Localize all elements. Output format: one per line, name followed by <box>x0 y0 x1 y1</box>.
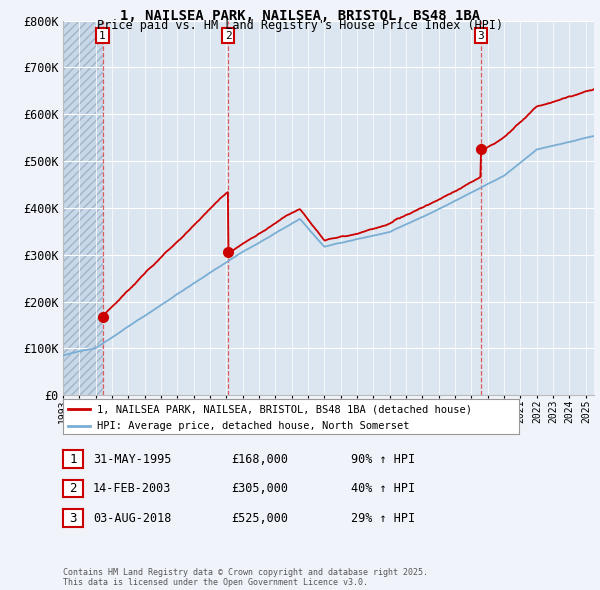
Text: 14-FEB-2003: 14-FEB-2003 <box>93 482 172 495</box>
Text: HPI: Average price, detached house, North Somerset: HPI: Average price, detached house, Nort… <box>97 421 410 431</box>
Text: 90% ↑ HPI: 90% ↑ HPI <box>351 453 415 466</box>
Text: 1: 1 <box>69 453 77 466</box>
Text: 31-MAY-1995: 31-MAY-1995 <box>93 453 172 466</box>
Text: 2: 2 <box>69 482 77 495</box>
Text: 40% ↑ HPI: 40% ↑ HPI <box>351 482 415 495</box>
Text: 03-AUG-2018: 03-AUG-2018 <box>93 512 172 525</box>
Text: 1, NAILSEA PARK, NAILSEA, BRISTOL, BS48 1BA (detached house): 1, NAILSEA PARK, NAILSEA, BRISTOL, BS48 … <box>97 404 472 414</box>
Text: 3: 3 <box>69 512 77 525</box>
Text: 3: 3 <box>478 31 484 41</box>
Text: 1, NAILSEA PARK, NAILSEA, BRISTOL, BS48 1BA: 1, NAILSEA PARK, NAILSEA, BRISTOL, BS48 … <box>120 9 480 23</box>
Text: 2: 2 <box>225 31 232 41</box>
Text: Contains HM Land Registry data © Crown copyright and database right 2025.
This d: Contains HM Land Registry data © Crown c… <box>63 568 428 587</box>
Text: 1: 1 <box>99 31 106 41</box>
Text: £525,000: £525,000 <box>231 512 288 525</box>
Text: Price paid vs. HM Land Registry's House Price Index (HPI): Price paid vs. HM Land Registry's House … <box>97 19 503 32</box>
Text: £168,000: £168,000 <box>231 453 288 466</box>
Text: £305,000: £305,000 <box>231 482 288 495</box>
Text: 29% ↑ HPI: 29% ↑ HPI <box>351 512 415 525</box>
Bar <box>63 21 103 395</box>
